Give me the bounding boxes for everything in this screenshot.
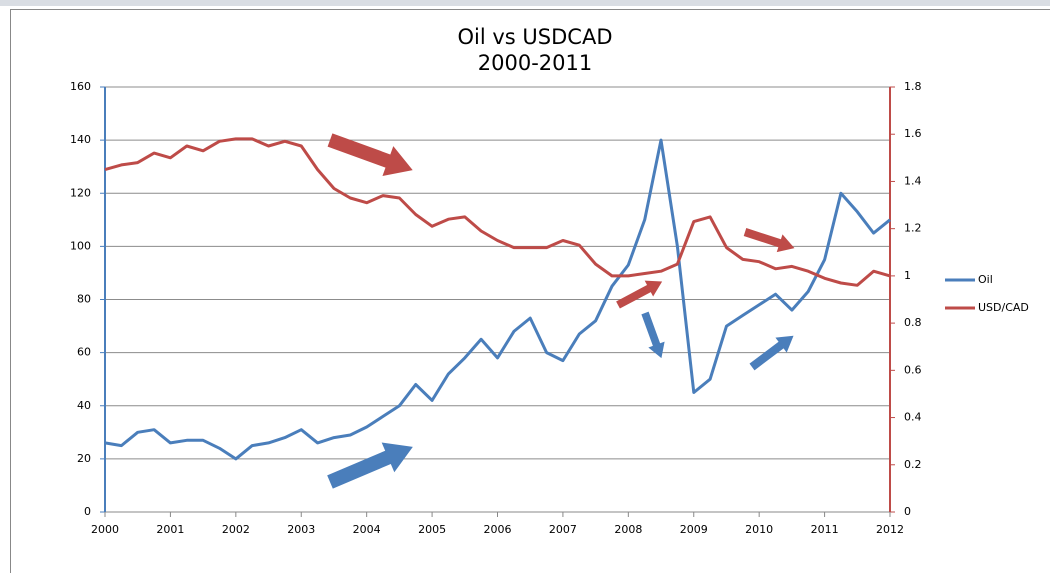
y-tick-label: 40 [77,399,91,412]
x-tick-label: 2003 [287,523,315,536]
arrow [749,335,794,371]
x-tick-label: 2012 [876,523,904,536]
arrow [616,280,663,309]
y2-tick-label: 1.4 [904,174,922,187]
y-tick-label: 20 [77,452,91,465]
chart-subtitle: 2000-2011 [478,51,592,75]
y2-tick-label: 1.2 [904,222,922,235]
y-tick-label: 100 [70,239,91,252]
legend-label: USD/CAD [978,301,1029,314]
y2-tick-label: 0.6 [904,363,922,376]
x-tick-label: 2002 [222,523,250,536]
arrow [327,133,413,176]
y2-tick-label: 0.2 [904,458,922,471]
y2-tick-label: 0.8 [904,316,922,329]
y-tick-label: 160 [70,80,91,93]
y2-tick-label: 1.6 [904,127,922,140]
y2-tick-label: 1.8 [904,80,922,93]
series-line [104,137,891,287]
y-tick-label: 140 [70,133,91,146]
x-tick-label: 2000 [91,523,119,536]
x-tick-label: 2005 [418,523,446,536]
arrow [743,228,795,253]
chart-title: Oil vs USDCAD [458,25,613,49]
x-tick-label: 2009 [680,523,708,536]
y2-tick-label: 0 [904,505,911,518]
chart-frame [10,9,1050,573]
top-bar [0,0,1050,6]
x-tick-label: 2010 [745,523,773,536]
y-tick-label: 0 [84,505,91,518]
arrow [641,311,665,359]
x-tick-label: 2001 [156,523,184,536]
x-tick-label: 2007 [549,523,577,536]
x-tick-label: 2011 [811,523,839,536]
y2-tick-label: 1 [904,269,911,282]
x-tick-label: 2008 [614,523,642,536]
y-tick-label: 60 [77,346,91,359]
series-line [104,138,891,461]
y2-tick-label: 0.4 [904,411,922,424]
x-tick-label: 2004 [353,523,381,536]
legend-label: Oil [978,273,993,286]
annotations [327,133,795,489]
y-tick-label: 80 [77,293,91,306]
x-tick-label: 2006 [484,523,512,536]
y-tick-label: 120 [70,186,91,199]
arrow [327,442,413,489]
